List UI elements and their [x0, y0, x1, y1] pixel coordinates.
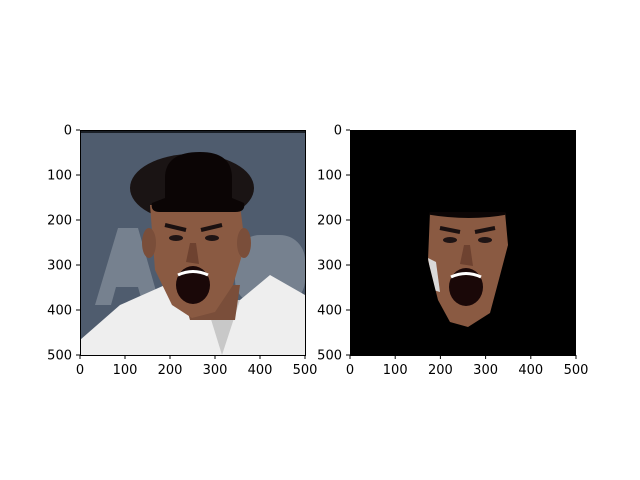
mouth-shape	[176, 266, 210, 304]
left-x-tick-label-300: 300	[203, 363, 228, 378]
seg-right-eye	[478, 237, 492, 243]
right-x-tick-label-400: 400	[518, 363, 543, 378]
teeth	[177, 270, 209, 277]
right-y-tick-label-300: 300	[317, 259, 342, 274]
segmented-cap-edge	[428, 212, 508, 218]
right-y-tick-label-100: 100	[317, 169, 342, 184]
left-y-tick-label-500: 500	[47, 349, 72, 364]
right-y-tick-label-400: 400	[317, 304, 342, 319]
left-y-tick-label-400: 400	[47, 304, 72, 319]
right-axes-frame	[350, 130, 576, 356]
left-y-tick-label-300: 300	[47, 259, 72, 274]
nose-shape	[186, 243, 199, 264]
right-x-tick-label-200: 200	[428, 363, 453, 378]
right-ear	[237, 228, 251, 258]
right-x-tick-label-0: 0	[346, 363, 354, 378]
right-x-tick-label-500: 500	[564, 363, 589, 378]
left-x-tick-label-200: 200	[158, 363, 183, 378]
left-image-panel	[80, 130, 305, 355]
right-x-tick-label-300: 300	[473, 363, 498, 378]
seg-right-eyebrow	[474, 226, 496, 234]
left-x-tick-label-100: 100	[113, 363, 138, 378]
seg-teeth	[450, 272, 482, 279]
left-y-tick-label-100: 100	[47, 169, 72, 184]
axes-ticks: 0 100 200 300 400 500 0 100 200 300 400 500 0 100 200 3…	[47, 124, 588, 379]
left-photo-top-strip	[80, 130, 305, 133]
seg-left-eyebrow	[439, 226, 461, 234]
seg-nose	[460, 245, 473, 266]
left-axes-frame	[80, 130, 306, 356]
seg-collar-fragment	[428, 258, 440, 292]
background-letter-shape	[95, 228, 160, 305]
left-eyebrow	[164, 223, 187, 232]
left-y-tick-label-200: 200	[47, 214, 72, 229]
left-x-tick-label-500: 500	[293, 363, 318, 378]
right-y-tick-label-500: 500	[317, 349, 342, 364]
right-image-panel	[350, 130, 576, 355]
seg-left-eye	[443, 237, 457, 243]
right-y-tick-label-0: 0	[334, 124, 342, 139]
left-y-tick-label-0: 0	[64, 124, 72, 139]
left-ear	[142, 228, 156, 258]
right-eye	[205, 235, 219, 241]
right-y-tick-label-200: 200	[317, 214, 342, 229]
right-eyebrow	[200, 223, 223, 232]
right-x-tick-label-100: 100	[383, 363, 408, 378]
left-eye	[169, 235, 183, 241]
black-cap	[151, 152, 245, 212]
left-x-tick-label-400: 400	[248, 363, 273, 378]
seg-mouth	[449, 268, 483, 306]
left-x-tick-label-0: 0	[76, 363, 84, 378]
